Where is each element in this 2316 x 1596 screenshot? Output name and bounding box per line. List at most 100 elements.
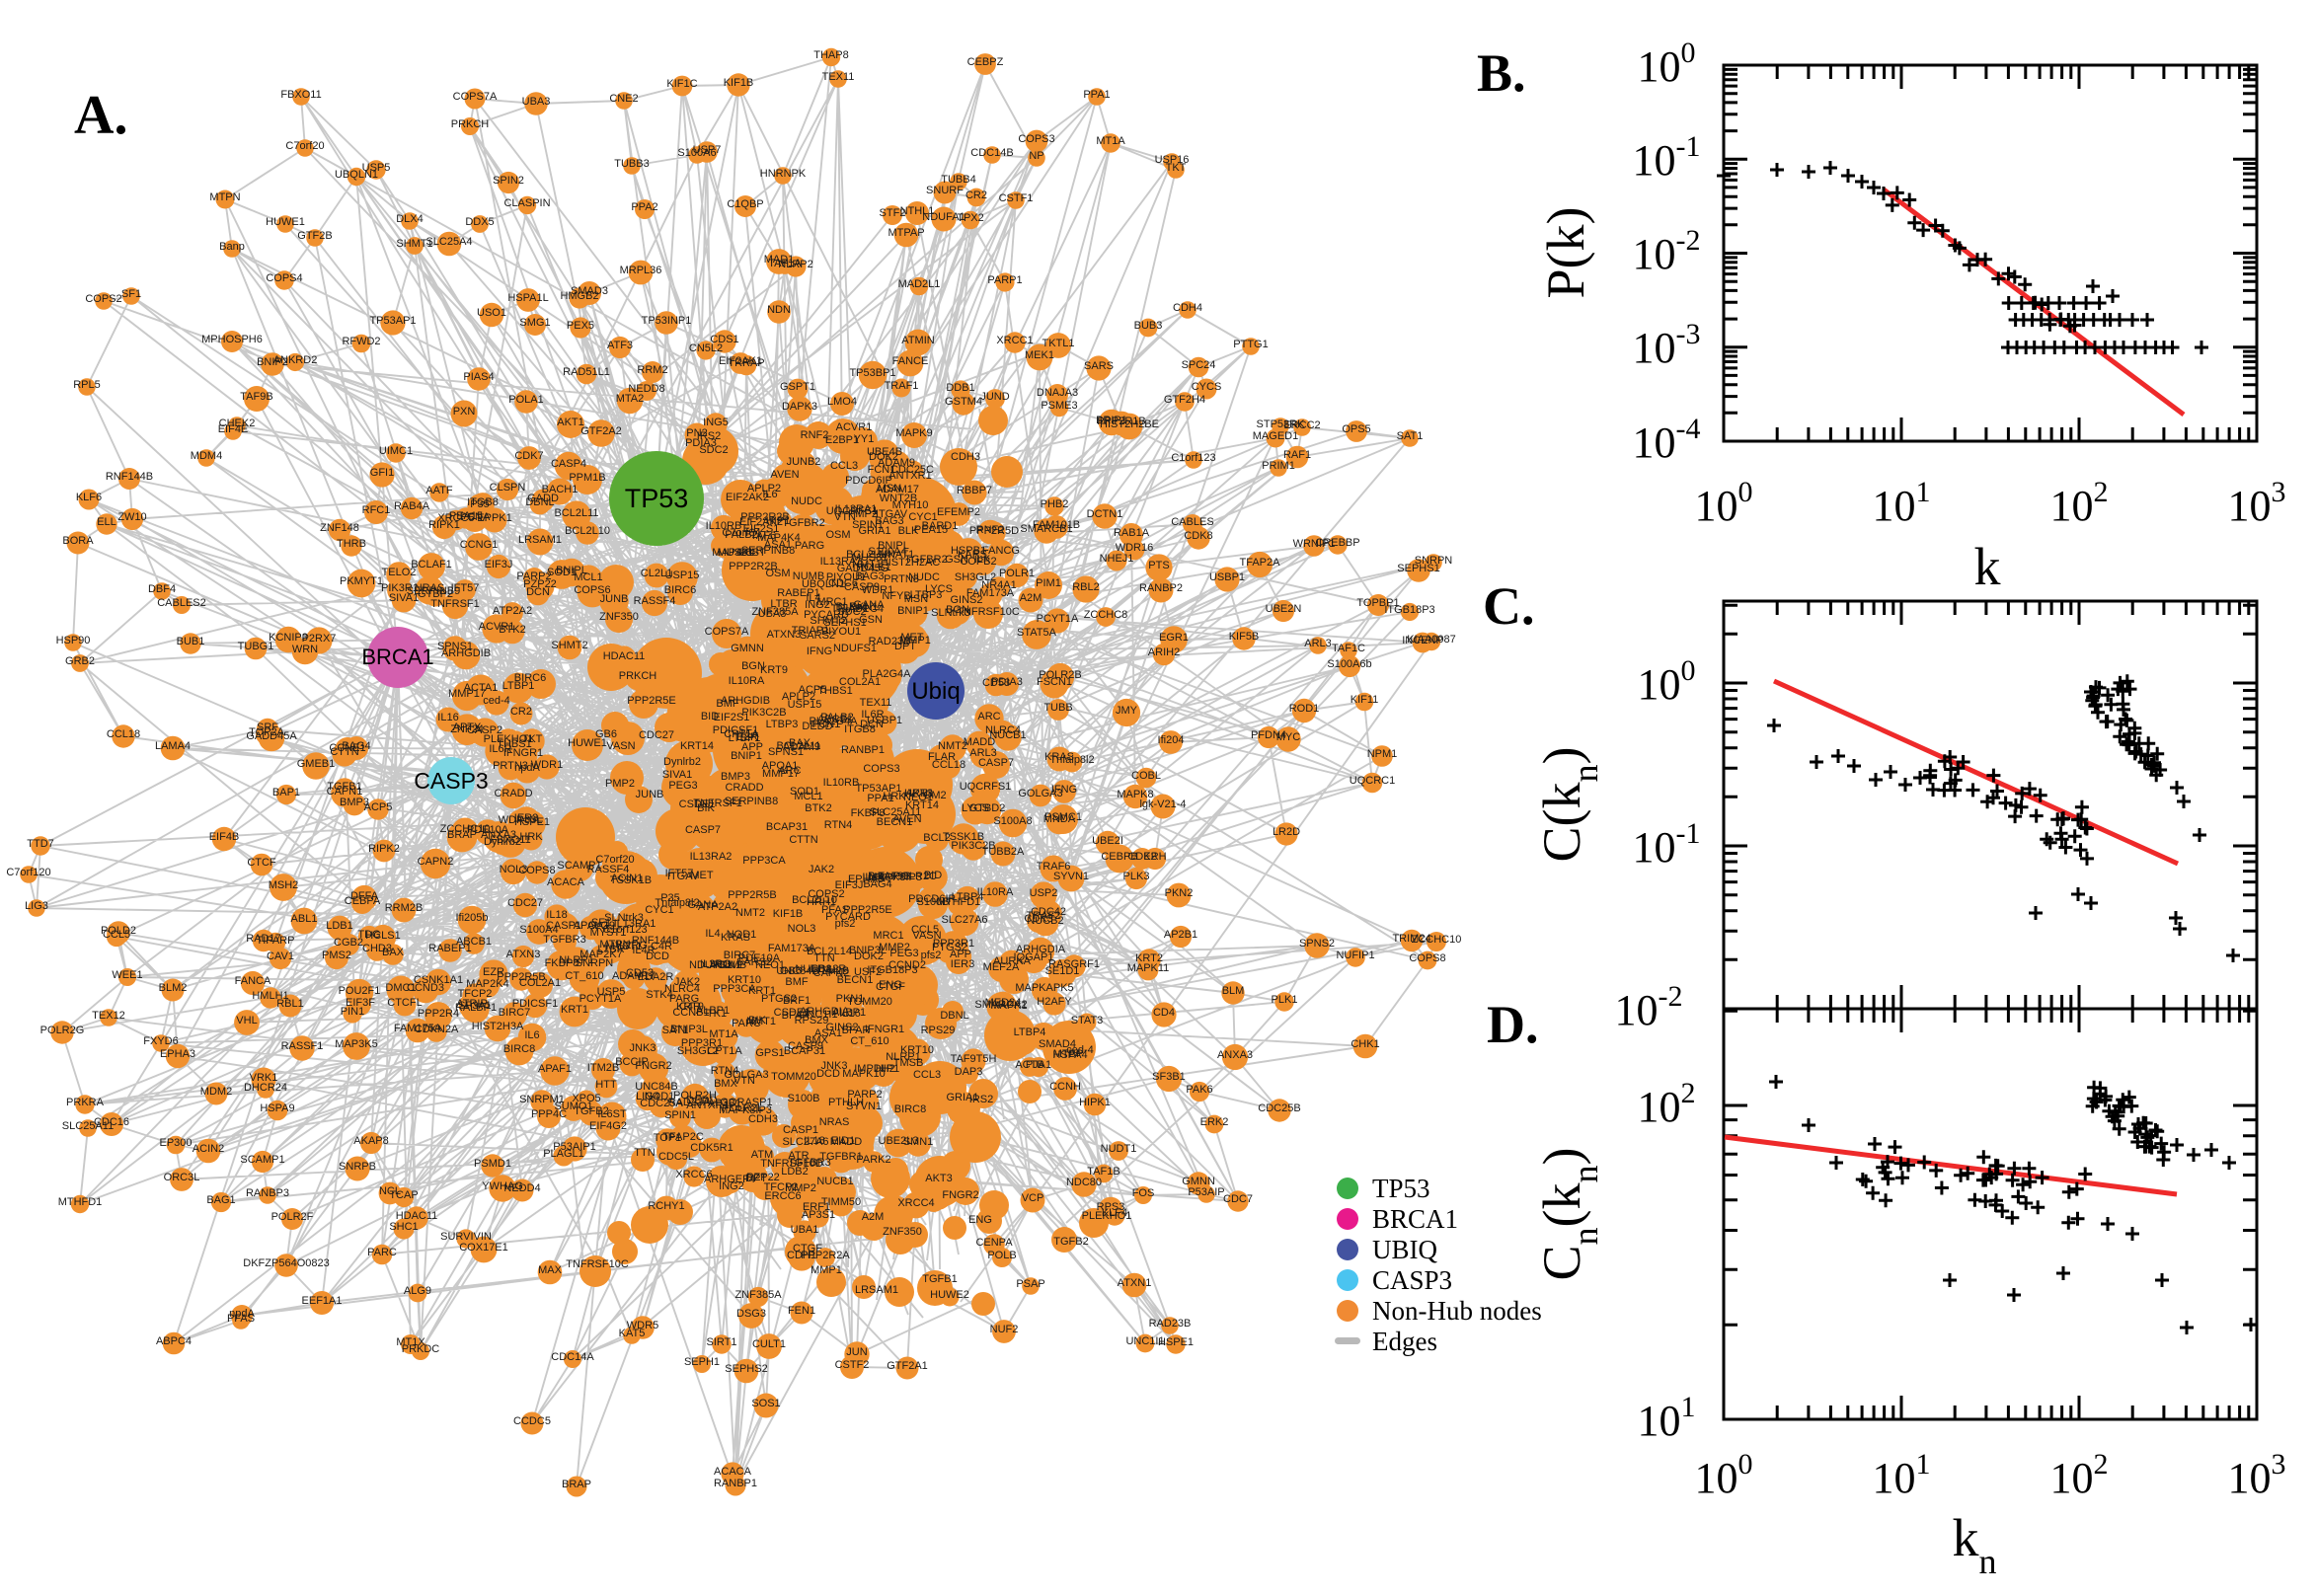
- svg-text:SERPINB8: SERPINB8: [725, 796, 778, 807]
- svg-text:PIK3R1: PIK3R1: [381, 582, 419, 594]
- svg-text:BARD1: BARD1: [922, 520, 959, 532]
- svg-text:UQCRC1: UQCRC1: [1350, 775, 1395, 787]
- svg-text:UQCRFS1: UQCRFS1: [826, 505, 879, 517]
- svg-text:TUBB4: TUBB4: [941, 174, 975, 186]
- svg-text:ALBP1: ALBP1: [696, 1005, 730, 1017]
- svg-text:PSMD1: PSMD1: [474, 1158, 511, 1170]
- svg-text:IER3: IER3: [951, 958, 974, 970]
- svg-text:C7orf64: C7orf64: [722, 527, 760, 539]
- svg-text:D.: D.: [1487, 995, 1539, 1054]
- svg-text:UBA1: UBA1: [791, 1224, 819, 1236]
- svg-text:UNC1I1: UNC1I1: [799, 1009, 837, 1021]
- svg-text:AP3S1: AP3S1: [802, 1209, 835, 1221]
- svg-text:SERPINB8: SERPINB8: [741, 545, 795, 557]
- svg-text:HRH1: HRH1: [904, 788, 934, 799]
- svg-text:TEX12: TEX12: [92, 1010, 125, 1022]
- svg-text:IER3: IER3: [514, 812, 538, 824]
- svg-text:CLSPN: CLSPN: [490, 482, 526, 494]
- svg-text:BRAP: BRAP: [562, 1479, 591, 1490]
- svg-text:HDAC11: HDAC11: [603, 650, 646, 662]
- svg-text:BMX: BMX: [714, 1078, 738, 1090]
- svg-text:PTTG1: PTTG1: [1233, 339, 1268, 350]
- svg-text:A.: A.: [74, 85, 127, 146]
- svg-text:TNFRSF10C: TNFRSF10C: [566, 1258, 629, 1270]
- svg-text:POLB: POLB: [987, 1250, 1016, 1261]
- svg-text:MAPK1: MAPK1: [990, 1000, 1027, 1012]
- svg-text:PPM1B: PPM1B: [569, 472, 605, 484]
- svg-text:PSME3: PSME3: [1041, 400, 1077, 412]
- svg-text:CASP2: CASP2: [467, 724, 502, 736]
- svg-text:PLAGL1: PLAGL1: [543, 1148, 584, 1160]
- svg-text:CCL18: CCL18: [932, 759, 965, 771]
- svg-text:KIAA0087: KIAA0087: [1407, 634, 1456, 646]
- svg-text:IL4R: IL4R: [632, 945, 655, 956]
- svg-text:BCL2L14: BCL2L14: [846, 549, 891, 561]
- svg-text:NOL3: NOL3: [500, 864, 528, 875]
- svg-text:JUNB2: JUNB2: [787, 456, 821, 468]
- svg-text:BAG4: BAG4: [342, 740, 370, 752]
- svg-text:TFCP2: TFCP2: [458, 988, 493, 1000]
- svg-text:PPP3CA: PPP3CA: [713, 983, 756, 995]
- svg-text:PLK1: PLK1: [1272, 994, 1298, 1006]
- svg-text:PIN1: PIN1: [341, 1006, 364, 1018]
- svg-text:GSN: GSN: [859, 614, 883, 626]
- svg-text:HSPA9: HSPA9: [260, 1102, 294, 1114]
- svg-text:KRT2: KRT2: [1135, 952, 1163, 964]
- svg-text:P53AIP: P53AIP: [1188, 1186, 1224, 1198]
- svg-text:CR2: CR2: [965, 190, 987, 201]
- svg-text:AKT3: AKT3: [925, 1173, 953, 1184]
- svg-text:CDKN2A: CDKN2A: [415, 1024, 459, 1035]
- svg-text:RAB4A: RAB4A: [394, 500, 430, 512]
- svg-text:PLK3: PLK3: [1123, 871, 1150, 882]
- svg-text:ABPC4: ABPC4: [848, 603, 884, 615]
- svg-text:IL2RG: IL2RG: [616, 940, 648, 951]
- svg-text:IL10RA: IL10RA: [977, 886, 1014, 898]
- svg-text:NUDC: NUDC: [791, 495, 822, 507]
- svg-text:WDR1: WDR1: [531, 759, 563, 771]
- svg-text:PARP1: PARP1: [987, 274, 1022, 286]
- svg-text:CASP7: CASP7: [978, 757, 1014, 769]
- svg-text:APOA1: APOA1: [762, 760, 799, 772]
- svg-text:SURVIVIN: SURVIVIN: [440, 1231, 492, 1243]
- svg-text:CDC16: CDC16: [94, 1116, 129, 1128]
- svg-text:IL6: IL6: [762, 489, 777, 500]
- svg-text:NEO1: NEO1: [903, 792, 933, 803]
- svg-text:BNIP3L: BNIP3L: [849, 945, 887, 956]
- svg-text:TUBB: TUBB: [1043, 702, 1072, 714]
- svg-text:USBP1: USBP1: [1209, 571, 1245, 583]
- svg-text:GTF2B: GTF2B: [297, 230, 332, 242]
- svg-text:IL16: IL16: [437, 712, 458, 723]
- svg-text:USO1: USO1: [477, 307, 506, 319]
- svg-text:PPP2R2B: PPP2R2B: [729, 561, 778, 572]
- svg-text:NDC80: NDC80: [1066, 1177, 1102, 1188]
- svg-text:KRAS: KRAS: [721, 932, 750, 944]
- svg-text:PCYT1A: PCYT1A: [579, 993, 622, 1005]
- svg-text:TRAF1: TRAF1: [885, 380, 919, 392]
- svg-text:PPP2R5B: PPP2R5B: [497, 971, 546, 983]
- svg-text:BGN: BGN: [946, 604, 969, 616]
- svg-text:BUB1: BUB1: [177, 636, 205, 647]
- svg-text:IRS2: IRS2: [697, 430, 721, 442]
- svg-text:MTHFD1: MTHFD1: [58, 1196, 103, 1208]
- svg-text:TUBB3: TUBB3: [614, 158, 649, 170]
- svg-text:SMAD3: SMAD3: [571, 285, 608, 297]
- svg-text:HDAC11: HDAC11: [396, 1210, 438, 1222]
- svg-text:CDC27: CDC27: [507, 897, 543, 909]
- svg-text:SHMT2: SHMT2: [810, 615, 846, 627]
- svg-text:BCLAF1: BCLAF1: [411, 559, 452, 570]
- svg-text:LIG4: LIG4: [636, 1091, 659, 1102]
- svg-text:WEE1: WEE1: [112, 969, 142, 981]
- svg-text:TP53: TP53: [1372, 1174, 1430, 1203]
- svg-text:NUCB1: NUCB1: [816, 1176, 853, 1187]
- svg-text:KRT14: KRT14: [905, 799, 939, 811]
- svg-text:PARC: PARC: [732, 1018, 761, 1029]
- svg-text:LMO4: LMO4: [827, 396, 857, 408]
- svg-text:ATR: ATR: [788, 1150, 809, 1162]
- svg-text:Tnfaip8l2: Tnfaip8l2: [655, 897, 699, 909]
- svg-text:CYCS: CYCS: [1192, 381, 1222, 393]
- svg-text:MDM4: MDM4: [191, 450, 222, 462]
- svg-text:ATXN3: ATXN3: [767, 629, 802, 641]
- svg-text:MT1A: MT1A: [1096, 135, 1125, 147]
- svg-text:MTA2: MTA2: [616, 393, 645, 405]
- svg-text:ZNF350: ZNF350: [883, 1226, 922, 1238]
